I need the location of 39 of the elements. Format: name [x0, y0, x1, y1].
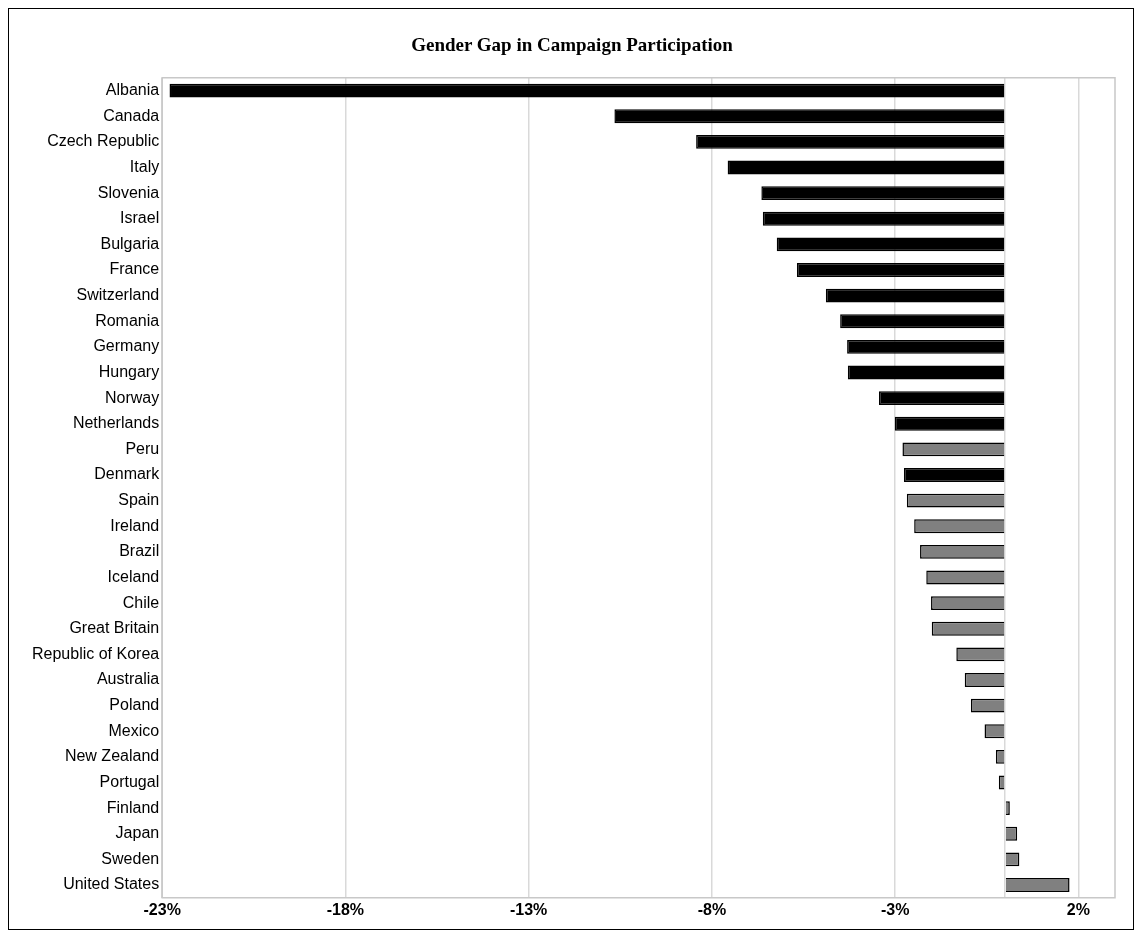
x-tick-label: -13% [509, 900, 548, 918]
x-tick-label: 2% [1066, 900, 1090, 918]
y-tick-label: Japan [115, 824, 160, 842]
y-tick-label: Republic of Korea [32, 644, 160, 662]
y-tick-label: Chile [122, 593, 160, 611]
y-tick-label: Finland [106, 798, 160, 816]
y-tick-label: New Zealand [64, 747, 160, 765]
y-tick-label: Portugal [99, 772, 160, 790]
y-tick-label: Norway [104, 388, 160, 406]
y-tick-label: Poland [109, 696, 160, 714]
x-tick-label: -3% [880, 900, 910, 918]
y-tick-label: United States [63, 875, 160, 893]
y-tick-label: Israel [120, 209, 160, 227]
y-tick-label: Canada [103, 106, 160, 124]
y-tick-label: Sweden [101, 849, 160, 867]
y-tick-label: Bulgaria [100, 234, 160, 252]
y-tick-label: Netherlands [72, 414, 160, 432]
y-tick-label: Mexico [108, 721, 160, 739]
y-tick-label: Romania [95, 311, 160, 329]
y-tick-label: Ireland [110, 516, 160, 534]
y-tick-label: Great Britain [69, 619, 160, 637]
y-tick-label: Spain [118, 491, 160, 509]
y-tick-label: France [109, 260, 160, 278]
y-tick-label: Germany [93, 337, 160, 355]
y-tick-label: Brazil [119, 542, 160, 560]
x-tick-label: -8% [697, 900, 727, 918]
x-tick-label: -18% [326, 900, 365, 918]
chart-title: Gender Gap in Campaign Participation [411, 34, 734, 56]
y-tick-label: Albania [105, 81, 160, 99]
x-tick-label: -23% [143, 900, 181, 918]
y-tick-label: Slovenia [97, 183, 160, 201]
y-tick-label: Hungary [98, 362, 160, 380]
y-tick-label: Italy [129, 157, 160, 175]
y-tick-label: Switzerland [76, 286, 160, 304]
y-tick-label: Iceland [107, 567, 160, 585]
y-tick-label: Australia [96, 670, 160, 688]
y-tick-label: Peru [125, 439, 160, 457]
y-tick-label: Czech Republic [47, 132, 160, 150]
y-tick-label: Denmark [94, 465, 161, 483]
